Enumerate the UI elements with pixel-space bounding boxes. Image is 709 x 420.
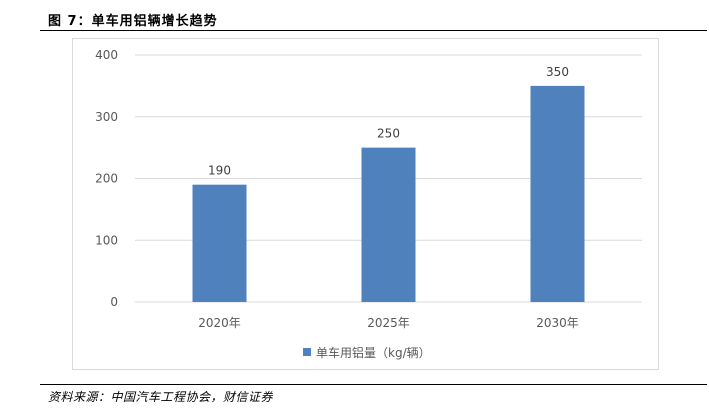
y-tick-label: 400 <box>95 48 118 62</box>
legend: 单车用铝量（kg/辆） <box>303 345 431 360</box>
x-tick-label: 2030年 <box>536 316 579 330</box>
y-tick-label: 100 <box>95 233 118 247</box>
data-labels: 190 250 350 <box>208 65 569 178</box>
data-label: 250 <box>377 127 400 141</box>
bottom-rule <box>40 384 707 385</box>
legend-label: 单车用铝量（kg/辆） <box>316 345 431 360</box>
x-tick-label: 2025年 <box>367 316 410 330</box>
bar-2020年 <box>192 184 247 302</box>
y-tick-label: 0 <box>110 295 118 309</box>
top-rule <box>40 30 707 31</box>
chart-frame <box>72 38 659 370</box>
source-note: 资料来源：中国汽车工程协会，财信证券 <box>48 390 274 404</box>
x-axis-ticks: 2020年 2025年 2030年 <box>198 316 579 330</box>
y-tick-label: 300 <box>95 110 118 124</box>
bar-2030年 <box>530 85 585 302</box>
figure-title: 图 7：单车用铝辆增长趋势 <box>48 14 218 29</box>
y-tick-label: 200 <box>95 172 118 186</box>
bar-2025年 <box>361 147 416 302</box>
data-label: 190 <box>208 164 231 178</box>
y-axis-ticks: 0 100 200 300 400 <box>95 48 118 309</box>
data-label: 350 <box>546 65 569 79</box>
bars <box>192 85 585 302</box>
x-tick-label: 2020年 <box>198 316 241 330</box>
legend-swatch <box>303 348 311 356</box>
